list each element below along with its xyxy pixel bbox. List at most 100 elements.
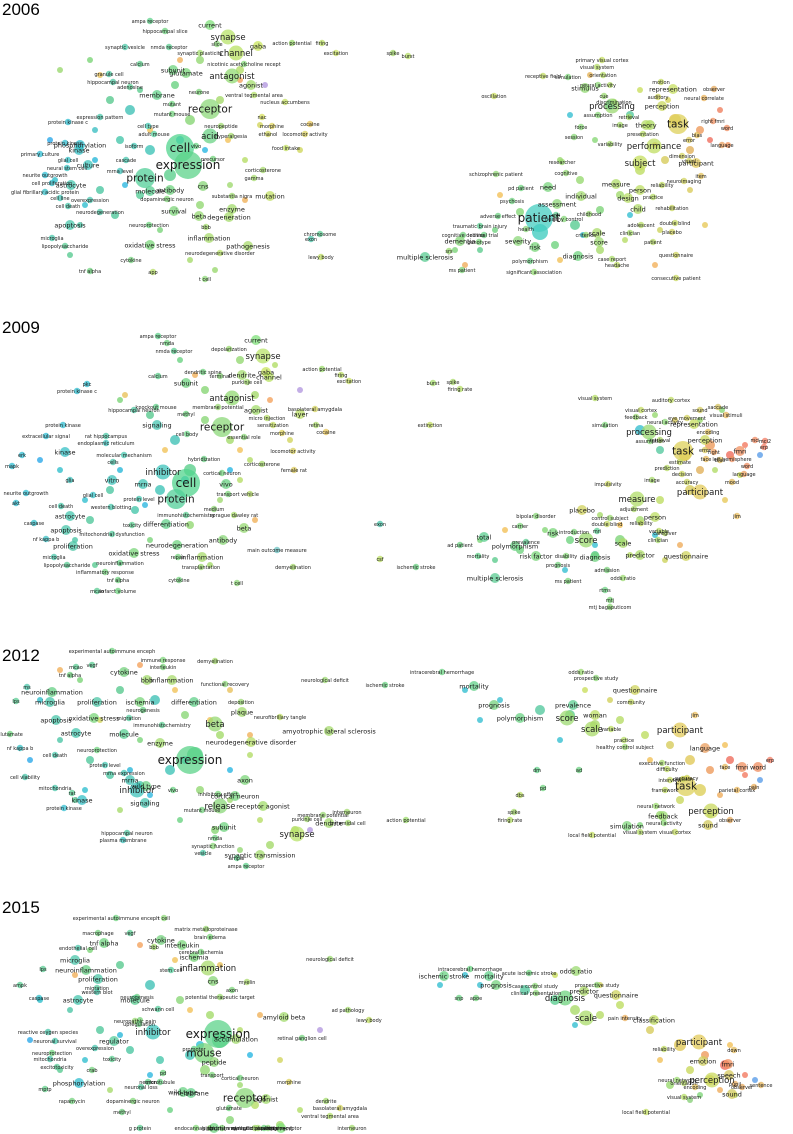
term-node: [668, 114, 688, 134]
term-label: community: [617, 700, 645, 706]
term-node: [590, 552, 600, 562]
term-label: disability: [555, 554, 578, 560]
term-label: protein kinase: [46, 806, 82, 812]
term-label: decision: [672, 472, 693, 478]
term-label: child: [630, 205, 645, 213]
node-dot: [257, 817, 263, 823]
term-label: variable: [601, 727, 621, 733]
node-dot: [172, 957, 178, 963]
term-label: current: [244, 336, 268, 344]
term-label: protein kinase c: [48, 120, 88, 126]
node-dot: [176, 996, 184, 1004]
node-dot: [147, 537, 153, 543]
term-node: [212, 417, 232, 437]
term-node: [197, 563, 205, 571]
term-node: [253, 41, 263, 51]
term-label: cocaine: [316, 430, 335, 436]
term-node: [683, 478, 691, 486]
term-node: [685, 157, 693, 165]
term-node: [216, 372, 224, 380]
term-node: [105, 70, 113, 78]
node-dot: [164, 169, 176, 181]
term-node: [543, 182, 553, 192]
node-dot: [462, 262, 468, 268]
term-node: [564, 73, 572, 81]
node-dot: [116, 686, 124, 694]
term-node: [635, 550, 645, 560]
node-dot: [27, 757, 33, 763]
term-label: prevalence: [512, 540, 540, 546]
term-node: [205, 20, 215, 30]
term-label: dementia: [445, 237, 476, 245]
term-label: vehicle: [241, 492, 259, 498]
term-node: [420, 252, 430, 262]
term-node: [161, 27, 169, 35]
term-label: cells: [107, 460, 119, 466]
term-label: inflammatory response: [76, 570, 134, 576]
term-node: [83, 380, 91, 388]
term-label: dopaminergic neuron: [106, 1099, 159, 1105]
node-dot: [92, 157, 98, 163]
term-label: receptor: [200, 422, 245, 434]
term-label: introduction: [559, 530, 589, 536]
term-node: [603, 566, 611, 574]
term-label: western blotting: [91, 505, 132, 511]
term-node: [289, 563, 297, 571]
node-dot: [177, 817, 183, 823]
term-node: [606, 596, 614, 604]
term-label: fmri: [733, 447, 746, 455]
term-label: ampa receptor: [140, 334, 178, 340]
term-label: prevalence: [555, 701, 591, 709]
term-label: genotype: [467, 240, 491, 246]
node-dot: [227, 687, 233, 693]
term-label: mptp: [38, 1087, 51, 1093]
term-node: [716, 456, 724, 464]
term-node: [154, 332, 162, 340]
term-label: mrna: [135, 480, 152, 488]
term-label: traumatic brain injury: [453, 224, 507, 230]
term-label: adjustment: [620, 507, 648, 513]
term-label: transport: [200, 1073, 223, 1079]
term-node: [224, 68, 240, 84]
node-dot: [676, 796, 684, 804]
term-node: [233, 579, 241, 587]
node-dot: [237, 477, 243, 483]
term-node: [668, 84, 678, 94]
term-label: visual system: [667, 1095, 701, 1101]
term-node: [83, 160, 93, 170]
term-node: [630, 505, 638, 513]
term-node: [175, 576, 183, 584]
term-label: protein level: [123, 497, 154, 503]
node-dot: [722, 742, 728, 748]
term-label: feedback: [648, 812, 678, 820]
term-node: [96, 208, 104, 216]
node-dot: [576, 176, 584, 184]
term-node: [603, 520, 611, 528]
term-node: [760, 443, 768, 451]
term-node: [56, 194, 64, 202]
term-label: cell viability: [10, 775, 40, 781]
term-label: observer: [703, 87, 726, 93]
term-node: [492, 170, 500, 178]
term-label: astrocyte: [63, 996, 93, 1004]
term-label: assumption: [583, 113, 612, 119]
term-label: stem cell: [160, 968, 183, 974]
term-label: exon: [374, 522, 386, 528]
term-node: [562, 552, 570, 560]
node-dot: [92, 562, 98, 568]
term-node: [127, 256, 135, 264]
term-label: clinician: [648, 538, 668, 544]
node-dot: [201, 416, 209, 424]
term-label: neuroinflammation: [21, 688, 83, 696]
term-label: face: [701, 457, 712, 463]
term-label: intracerebral hemorrhage: [410, 670, 474, 676]
term-label: multiple sclerosis: [397, 253, 454, 261]
node-dot: [196, 56, 204, 64]
term-node: [554, 561, 562, 569]
term-label: wild type: [131, 782, 161, 790]
term-node: [525, 204, 553, 232]
term-label: microglia: [40, 236, 63, 242]
term-node: [161, 519, 171, 529]
node-dot: [192, 372, 198, 378]
term-node: [577, 123, 585, 131]
